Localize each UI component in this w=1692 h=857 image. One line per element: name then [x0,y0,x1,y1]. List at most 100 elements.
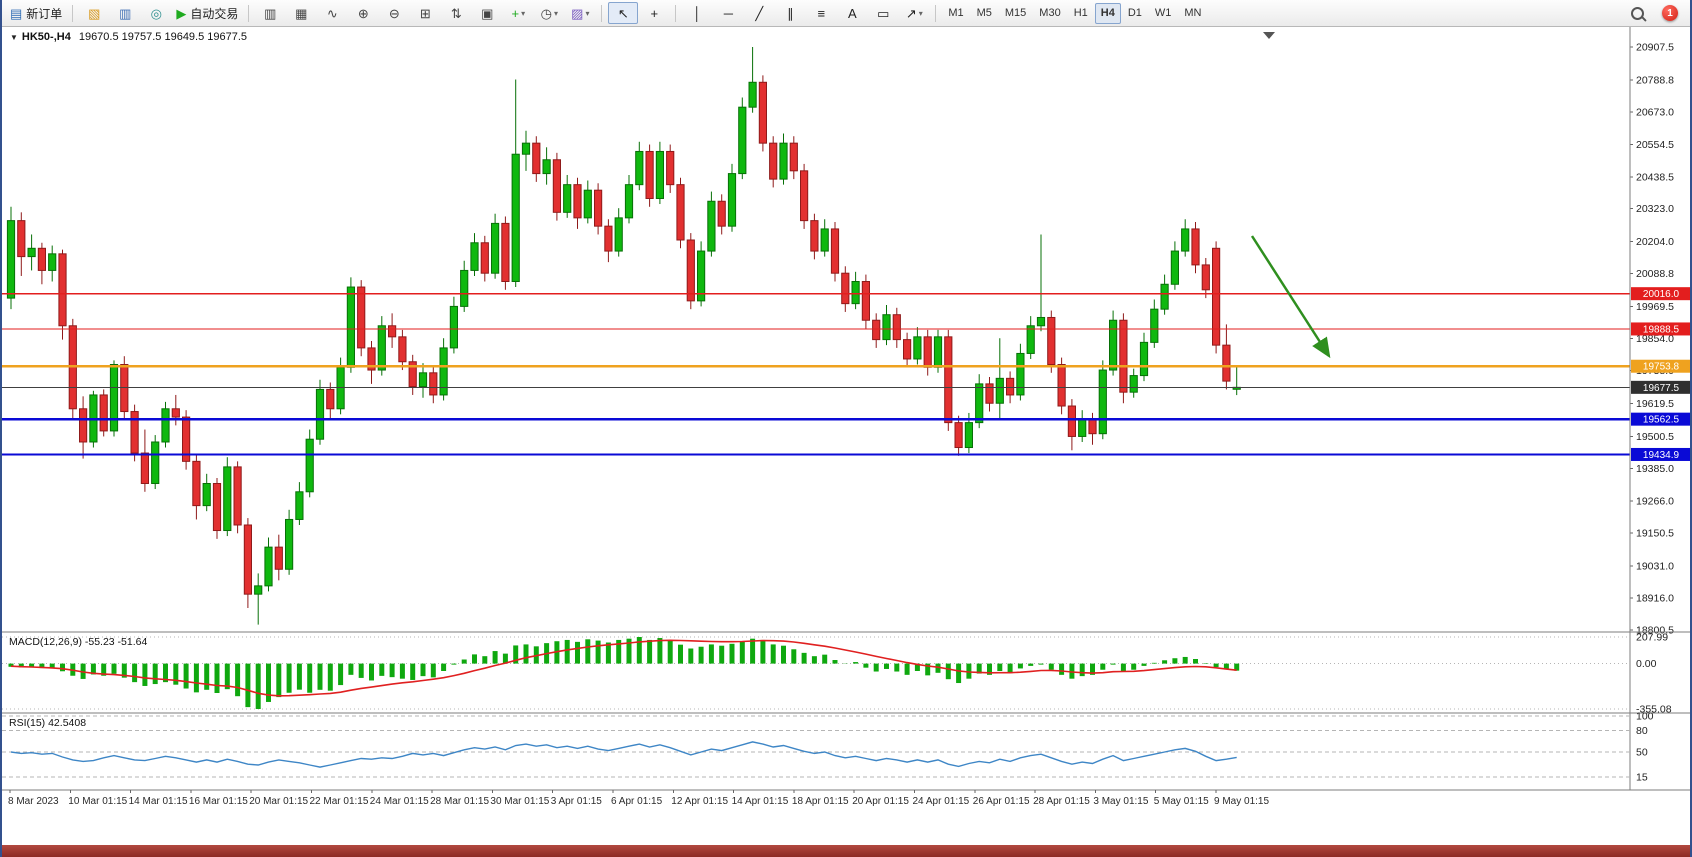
horizontal-line-icon: ─ [723,5,733,21]
new-order-button[interactable]: ▤ 新订单 [6,2,66,24]
time-axis-label: 9 May 01:15 [1214,796,1269,807]
price-tick-label: 19619.5 [1636,398,1674,410]
collapse-triangle-icon[interactable]: ▼ [10,33,18,42]
candle [491,213,500,279]
notification-badge[interactable]: 1 [1662,5,1678,21]
candle [1212,241,1221,354]
candle [295,482,304,525]
fibonacci-button[interactable]: ≡ [806,2,836,24]
text-button[interactable]: A [837,2,867,24]
candle [161,401,170,448]
bar-chart-button[interactable]: ▥ [255,2,285,24]
tf-mn-button[interactable]: MN [1184,7,1202,19]
candle [171,394,180,426]
tile-windows-button[interactable]: ⊞ [410,2,440,24]
candle [68,318,77,420]
candle [58,249,67,340]
candle [686,233,695,310]
templates-button[interactable]: ▨ ▾ [565,2,595,24]
horizontal-line-button[interactable]: ─ [713,2,743,24]
chart-symbol-label[interactable]: ▼ HK50-,H4 19670.5 19757.5 19649.5 19677.5 [10,31,247,43]
data-window-button[interactable]: ▣ [472,2,502,24]
price-axis[interactable]: 20907.5 20788.8 20673.0 20554.5 20438.5 20323… [1630,42,1674,637]
search-button[interactable] [1622,2,1652,24]
charts-button[interactable]: ▧ [79,2,109,24]
tf-w1-button[interactable]: W1 [1154,7,1172,19]
dropdown-arrow-icon: ▾ [918,8,923,18]
candle [1036,234,1046,332]
autotrade-button[interactable]: ▶ 自动交易 [172,2,242,24]
candle [645,144,654,207]
trendline-button[interactable]: ╱ [744,2,774,24]
candle [923,329,932,376]
candle [1232,365,1241,396]
toolbar-separator [601,4,603,22]
candle [748,47,757,113]
navigator-button[interactable]: ◎ [141,2,171,24]
time-axis-label: 16 Mar 01:15 [189,796,248,807]
line-chart-button[interactable]: ∿ [317,2,347,24]
tf-m1-button[interactable]: M1 [948,7,964,19]
price-badge [1631,412,1690,426]
zoom-out-button[interactable]: ⊖ [379,2,409,24]
price-tick-label: 19500.5 [1636,431,1674,443]
time-axis-label: 22 Mar 01:15 [310,796,369,807]
arrows-button[interactable]: ↗ ▾ [899,2,929,24]
data-window-icon: ▣ [481,5,494,21]
tf-h1-button[interactable]: H1 [1073,7,1088,19]
tf-m5-button[interactable]: M5 [976,7,992,19]
new-chart-button[interactable]: + ▾ [503,2,533,24]
search-icon [1630,6,1644,20]
market-watch-icon: ▥ [119,5,132,21]
time-axis-label: 24 Mar 01:15 [370,796,429,807]
time-axis-label: 6 Apr 01:15 [611,796,663,807]
indicators-button[interactable]: ⇅ [441,2,471,24]
price-badge [1631,380,1690,394]
time-axis-label: 10 Mar 01:15 [68,796,127,807]
tf-m30-button[interactable]: M30 [1039,7,1061,19]
time-axis[interactable]: 8 Mar 2023 10 Mar 01:15 14 Mar 01:15 16 Mar… [8,790,1269,807]
candle [326,382,335,420]
candle [243,518,253,609]
cursor-button[interactable]: ↖ [608,2,639,24]
candle [398,329,407,371]
vertical-line-button[interactable]: │ [682,2,712,24]
market-watch-button[interactable]: ▥ [110,2,140,24]
toolbar-separator [935,4,937,22]
candle [439,338,448,401]
chart-shift-marker[interactable] [1263,32,1275,39]
price-badge [1631,359,1690,373]
time-axis-label: 12 Apr 01:15 [671,796,728,807]
tf-m15-button[interactable]: M15 [1004,7,1027,19]
crosshair-icon: + [650,5,659,21]
time-axis-label: 14 Apr 01:15 [732,796,789,807]
candle [1139,332,1149,382]
time-axis-label: 3 May 01:15 [1093,796,1148,807]
price-tick-label: 20673.0 [1636,106,1674,118]
candles-layer [6,47,1241,625]
dropdown-arrow-icon: ▾ [521,8,526,18]
text-icon: A [847,5,857,21]
trend-arrow-object[interactable] [1250,235,1331,359]
vertical-line-icon: │ [693,5,702,21]
crosshair-button[interactable]: + [639,2,669,24]
time-axis-label: 18 Apr 01:15 [792,796,849,807]
candle [27,234,36,271]
window-bottom-strip [2,845,1690,857]
candle [779,133,788,185]
zoom-in-button[interactable]: ⊕ [348,2,378,24]
tf-h4-button[interactable]: H4 [1094,2,1121,24]
candle [202,473,211,512]
rsi-scale-label: 15 [1636,772,1648,784]
chart-canvas[interactable]: 20907.5 20788.8 20673.0 20554.5 20438.5 20323… [2,26,1692,810]
zoom-out-icon: ⊖ [388,5,400,21]
candle [130,404,139,462]
time-axis-label: 14 Mar 01:15 [129,796,188,807]
line-chart-icon: ∿ [326,5,338,21]
label-button[interactable]: ▭ [868,2,898,24]
tf-d1-button[interactable]: D1 [1127,7,1142,19]
periods-button[interactable]: ◷ ▾ [534,2,564,24]
channel-button[interactable]: ∥ [775,2,805,24]
candle [140,429,150,492]
candlestick-button[interactable]: ▦ [286,2,316,24]
